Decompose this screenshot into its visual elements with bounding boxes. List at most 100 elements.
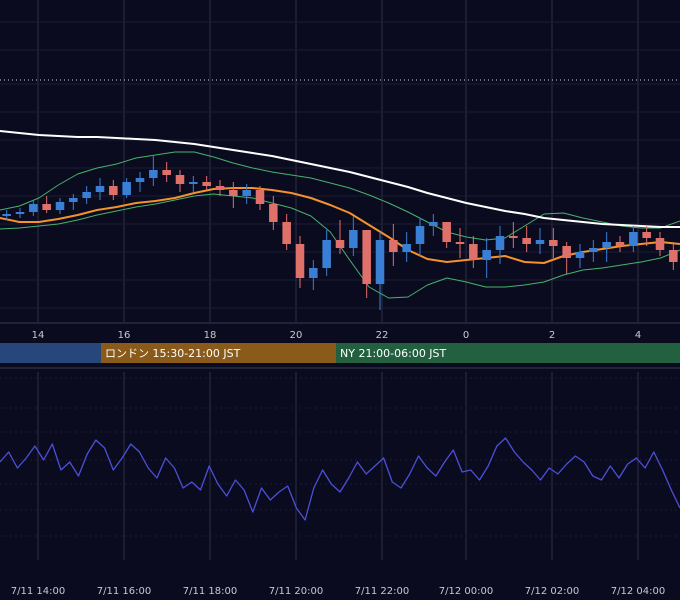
sma-long-line [0,130,680,228]
candle-body-33 [442,222,451,242]
candle-body-10 [135,178,145,182]
candle-6 [82,186,91,204]
candle-14 [189,176,198,192]
candle-47 [629,226,638,252]
candle-23 [309,260,318,290]
candle-49 [655,232,665,256]
candle-body-20 [269,204,278,222]
price-x-tick-3: 20 [290,330,303,341]
price-x-tick-0: 14 [32,330,45,341]
candle-40 [535,228,545,254]
candle-48 [642,226,651,246]
candle-50 [669,242,678,270]
candle-3 [42,196,51,213]
candle-42 [562,242,571,274]
candle-body-43 [575,252,585,258]
candle-body-29 [389,240,398,252]
candle-body-11 [149,170,158,178]
candle-body-28 [375,240,385,284]
candle-body-45 [602,242,611,248]
oscillator-x-tick-7: 7/12 04:00 [611,586,665,597]
candle-body-37 [495,236,505,250]
price-x-tick-5: 0 [463,330,469,341]
candle-body-41 [549,240,558,246]
candle-body-25 [335,240,345,248]
candle-37 [495,226,505,264]
session-bar: ロンドン 15:30-21:00 JST NY 21:00-06:00 JST [0,343,680,363]
session-label-1: ロンドン 15:30-21:00 JST [105,347,241,360]
candle-body-47 [629,232,638,246]
candle-body-1 [15,212,25,214]
candle-body-16 [215,186,225,190]
candle-body-17 [229,190,238,196]
candle-39 [522,226,531,252]
candle-11 [149,156,158,186]
candle-13 [175,170,185,192]
candle-body-4 [55,202,65,210]
candle-34 [455,228,465,258]
candle-8 [109,180,118,200]
oscillator-x-tick-1: 7/11 16:00 [97,586,151,597]
candle-35 [469,236,478,268]
candle-body-39 [522,238,531,244]
candle-26 [349,216,358,256]
candle-body-21 [282,222,291,244]
candle-body-13 [175,175,185,184]
candle-10 [135,172,145,192]
candle-30 [402,232,411,262]
candle-body-46 [615,242,625,246]
oscillator-line [0,437,680,521]
candle-body-8 [109,186,118,195]
candle-body-48 [642,232,651,238]
candle-body-30 [402,244,411,252]
candle-body-50 [669,250,678,262]
candle-body-6 [82,192,91,198]
candle-24 [322,230,331,276]
session-segment-1 [101,343,336,363]
candle-1 [15,208,25,218]
oscillator-panel [0,437,680,521]
candle-33 [442,222,451,248]
candle-41 [549,228,558,258]
candle-38 [509,222,518,248]
candle-16 [215,180,225,196]
price-x-tick-1: 16 [118,330,131,341]
candle-body-22 [295,244,305,278]
candle-22 [295,236,305,288]
price-x-tick-7: 4 [635,330,641,341]
candle-body-3 [42,204,51,210]
candle-body-31 [415,226,425,244]
candle-body-32 [429,222,438,226]
oscillator-x-tick-0: 7/11 14:00 [11,586,65,597]
candle-20 [269,196,278,230]
candle-body-9 [122,182,131,195]
candle-body-5 [69,198,78,202]
candle-body-7 [95,186,105,192]
candle-12 [162,162,171,182]
oscillator-x-tick-6: 7/12 02:00 [525,586,579,597]
candle-25 [335,220,345,254]
candle-body-26 [349,230,358,248]
candle-body-19 [255,190,265,204]
candle-31 [415,218,425,256]
candle-15 [202,176,211,190]
oscillator-x-tick-3: 7/11 20:00 [269,586,323,597]
candle-body-34 [455,242,465,244]
grid [0,0,680,560]
candle-18 [242,184,251,204]
candle-body-15 [202,182,211,186]
candle-2 [29,200,38,216]
candle-body-2 [29,204,38,212]
oscillator-x-tick-4: 7/11 22:00 [355,586,409,597]
session-segment-0 [0,343,101,363]
oscillator-x-tick-5: 7/12 00:00 [439,586,493,597]
candle-body-35 [469,244,478,260]
candle-body-12 [162,170,171,175]
session-label-2: NY 21:00-06:00 JST [340,347,447,360]
session-segment-2 [336,343,680,363]
candle-9 [122,178,131,198]
candle-body-27 [362,230,371,284]
band-upper-line [0,151,680,241]
candle-5 [69,194,78,210]
candle-body-24 [322,240,331,268]
